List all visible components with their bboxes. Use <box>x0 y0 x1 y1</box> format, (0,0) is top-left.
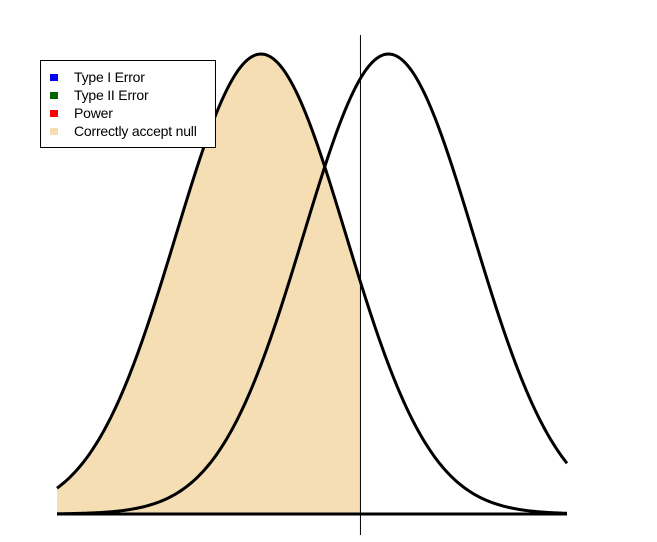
legend-item-type-i-error: Type I Error <box>50 68 215 86</box>
power-swatch <box>50 109 58 117</box>
legend-label: Type II Error <box>74 87 149 103</box>
legend-label: Correctly accept null <box>74 123 197 139</box>
legend-item-power: Power <box>50 104 215 122</box>
legend-label: Power <box>74 105 113 121</box>
legend-label: Type I Error <box>74 69 145 85</box>
alternative-distribution-curve <box>56 52 569 516</box>
correctly-accept-null-area <box>57 54 361 514</box>
legend-item-correctly-accept-null: Correctly accept null <box>50 122 215 140</box>
null-distribution-curve <box>56 52 568 515</box>
legend: Type I Error Type II Error Power Correct… <box>40 60 216 148</box>
type-i-error-swatch <box>50 73 58 81</box>
correctly-accept-null-swatch <box>50 127 58 135</box>
type-ii-error-swatch <box>50 91 58 99</box>
legend-item-type-ii-error: Type II Error <box>50 86 215 104</box>
